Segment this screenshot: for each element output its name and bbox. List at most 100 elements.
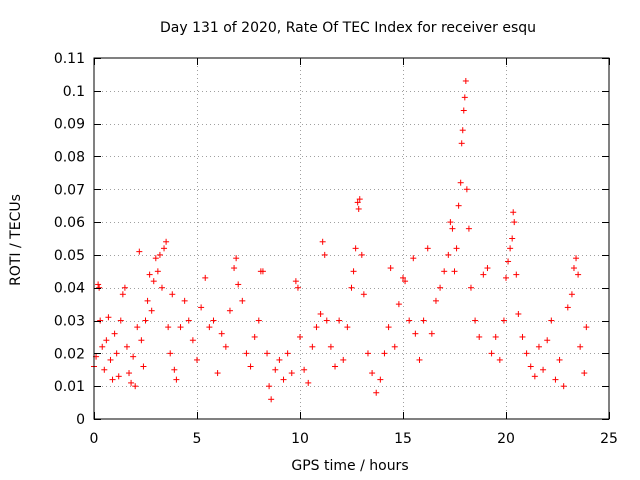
data-point: [321, 251, 328, 258]
data-point: [441, 268, 448, 275]
data-point: [130, 353, 137, 360]
data-point: [527, 363, 534, 370]
data-point: [142, 317, 149, 324]
x-tick-label: 0: [90, 431, 99, 447]
data-point: [167, 350, 174, 357]
data-point: [577, 343, 584, 350]
data-point: [385, 324, 392, 331]
data-point: [264, 350, 271, 357]
data-point: [410, 255, 417, 262]
data-point: [354, 199, 361, 206]
data-point: [500, 317, 507, 324]
y-tick-label: 0.01: [54, 379, 85, 395]
data-point: [251, 333, 258, 340]
data-point: [369, 370, 376, 377]
y-tick-labels: 0 0.01 0.02 0.03 0.04 0.05 0.06 0.07 0.08 0.09 0.1…: [54, 51, 85, 428]
data-point: [348, 284, 355, 291]
data-point: [181, 297, 188, 304]
data-point: [121, 284, 128, 291]
y-tick-label: 0.09: [54, 117, 85, 133]
data-point: [239, 297, 246, 304]
data-point: [294, 284, 301, 291]
data-point: [309, 343, 316, 350]
data-point: [420, 317, 427, 324]
data-point: [115, 373, 122, 380]
data-point: [492, 333, 499, 340]
data-point: [373, 389, 380, 396]
data-point: [126, 370, 133, 377]
data-point: [400, 274, 406, 281]
data-points: [91, 77, 590, 403]
data-point: [515, 310, 522, 317]
data-point: [233, 255, 240, 262]
x-tick-label: 10: [291, 431, 309, 447]
data-point: [185, 317, 192, 324]
data-point: [284, 350, 291, 357]
data-point: [336, 317, 343, 324]
data-point: [472, 317, 479, 324]
y-tick-label: 0.05: [54, 248, 85, 264]
data-point: [146, 271, 153, 278]
y-tick-label: 0: [76, 412, 85, 428]
data-point: [97, 317, 104, 324]
data-point: [503, 274, 509, 281]
data-point: [560, 383, 567, 390]
x-tick-label: 15: [394, 431, 412, 447]
data-point: [484, 265, 491, 272]
data-point: [214, 370, 221, 377]
data-point: [123, 343, 130, 350]
data-point: [243, 350, 250, 357]
data-point: [165, 324, 172, 331]
data-point: [505, 258, 512, 265]
data-point: [198, 304, 205, 311]
data-point: [292, 278, 299, 285]
data-point: [451, 268, 458, 275]
data-point: [107, 356, 114, 363]
data-point: [581, 370, 588, 377]
data-point: [297, 333, 303, 340]
data-point: [313, 324, 320, 331]
data-point: [377, 376, 384, 383]
data-point: [231, 265, 238, 272]
data-point: [163, 238, 170, 245]
x-tick-label: 20: [497, 431, 515, 447]
data-point: [117, 317, 124, 324]
data-point: [95, 281, 102, 288]
data-point: [177, 324, 184, 331]
data-point: [358, 251, 365, 258]
data-point: [428, 330, 435, 337]
data-point: [511, 219, 518, 226]
data-point: [462, 77, 469, 84]
x-tick-label: 5: [193, 431, 202, 447]
data-point: [564, 304, 571, 311]
x-axis-label: GPS time / hours: [291, 458, 408, 474]
data-point: [480, 271, 487, 278]
data-point: [218, 330, 225, 337]
chart-title: Day 131 of 2020, Rate Of TEC Index for r…: [160, 20, 536, 36]
data-point: [305, 379, 312, 386]
data-point: [395, 301, 402, 308]
data-point: [455, 202, 462, 209]
data-point: [280, 376, 287, 383]
data-point: [105, 314, 112, 321]
data-point: [103, 337, 110, 344]
data-point: [111, 330, 118, 337]
data-point: [344, 324, 351, 331]
data-point: [552, 376, 559, 383]
data-point: [381, 350, 388, 357]
data-point: [138, 337, 145, 344]
data-point: [412, 330, 419, 337]
data-point: [152, 255, 159, 262]
data-point: [272, 366, 279, 373]
grid: [94, 58, 609, 419]
data-point: [496, 356, 503, 363]
data-point: [459, 127, 466, 134]
data-point: [355, 205, 362, 212]
data-point: [154, 268, 161, 275]
data-point: [391, 343, 398, 350]
data-point: [416, 356, 423, 363]
y-tick-label: 0.03: [54, 314, 85, 330]
y-tick-label: 0.02: [54, 346, 85, 362]
data-point: [158, 284, 165, 291]
data-point: [402, 278, 409, 285]
